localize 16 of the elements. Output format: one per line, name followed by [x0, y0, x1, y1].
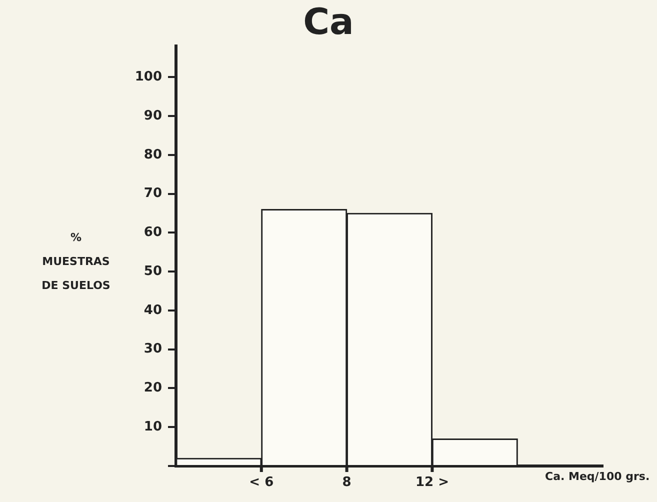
text: 12 > — [415, 474, 449, 490]
y-tick-label: 60 — [144, 225, 162, 240]
y-tick-label: 100 — [134, 69, 162, 84]
y-tick-label: 20 — [144, 380, 162, 396]
y-axis-title: % MUESTRAS DE SUELOS — [40, 230, 112, 294]
text: < 6 — [249, 474, 274, 490]
y-tick-label: 10 — [144, 419, 162, 434]
x-axis-title: Ca. Meq/100 grs. — [545, 470, 650, 483]
y-tick-label: 50 — [144, 264, 162, 279]
y-tick-label: 30 — [144, 342, 162, 357]
y-tick-label: 80 — [144, 147, 162, 162]
chart-title: Ca — [302, 2, 355, 43]
y-tick-label: 70 — [144, 186, 162, 202]
text: 8 — [342, 474, 352, 490]
y-tick-label: 40 — [144, 302, 162, 318]
y-tick-label: 90 — [144, 108, 162, 124]
